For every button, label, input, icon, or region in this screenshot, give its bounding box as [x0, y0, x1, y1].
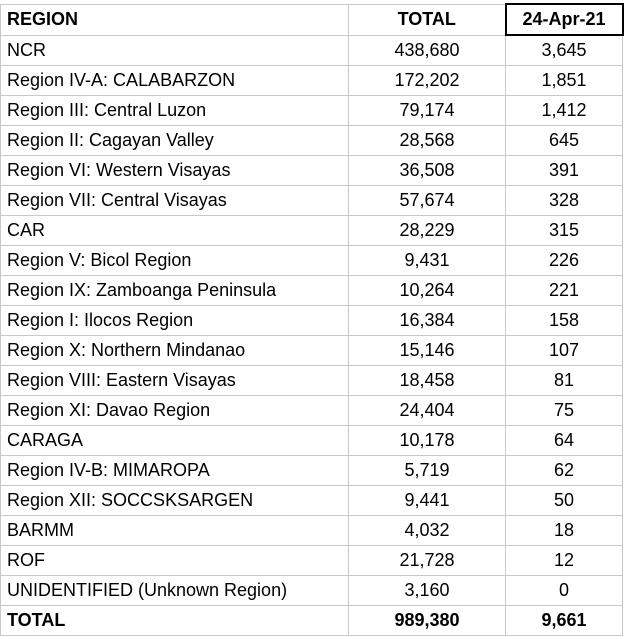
table-row: UNIDENTIFIED (Unknown Region) 3,160 0: [0, 575, 623, 606]
number-cell: 107: [505, 335, 623, 366]
table-row: Region V: Bicol Region 9,431 226: [0, 245, 623, 276]
region-cell: Region IV-B: MIMAROPA: [0, 455, 349, 486]
region-cell: CARAGA: [0, 425, 349, 456]
number-cell: 15,146: [348, 335, 506, 366]
number-cell: 9,661: [505, 605, 623, 636]
region-cell: ROF: [0, 545, 349, 576]
number-cell: 645: [505, 125, 623, 156]
number-cell: 81: [505, 365, 623, 396]
table-body: REGION TOTAL 24-Apr-21 NCR 438,680 3,645 Regio…: [0, 3, 624, 636]
number-cell: 1,412: [505, 95, 623, 126]
region-cell: Region XI: Davao Region: [0, 395, 349, 426]
page: REGION TOTAL 24-Apr-21 NCR 438,680 3,645 Regio…: [0, 3, 624, 639]
table-row: BARMM 4,032 18: [0, 515, 623, 546]
number-cell: 64: [505, 425, 623, 456]
region-cell: Region XII: SOCCSKSARGEN: [0, 485, 349, 516]
table-row: CAR 28,229 315: [0, 215, 623, 246]
region-cell: Region VIII: Eastern Visayas: [0, 365, 349, 396]
region-cell: Region V: Bicol Region: [0, 245, 349, 276]
number-cell: 9,441: [348, 485, 506, 516]
region-cell: BARMM: [0, 515, 349, 546]
number-cell: 57,674: [348, 185, 506, 216]
table-row: ROF 21,728 12: [0, 545, 623, 576]
number-cell: 18: [505, 515, 623, 546]
number-cell: 36,508: [348, 155, 506, 186]
region-cell: Region IV-A: CALABARZON: [0, 65, 349, 96]
number-cell: 16,384: [348, 305, 506, 336]
region-cell: Region III: Central Luzon: [0, 95, 349, 126]
number-cell: 4,032: [348, 515, 506, 546]
number-cell: 315: [505, 215, 623, 246]
table-row: Region IV-A: CALABARZON 172,202 1,851: [0, 65, 623, 96]
number-cell: 328: [505, 185, 623, 216]
number-cell: 221: [505, 275, 623, 306]
number-cell: 50: [505, 485, 623, 516]
number-cell: 10,178: [348, 425, 506, 456]
table-row: Region VII: Central Visayas 57,674 328: [0, 185, 623, 216]
region-cell: Region I: Ilocos Region: [0, 305, 349, 336]
region-cell: Region X: Northern Mindanao: [0, 335, 349, 366]
number-cell: 21,728: [348, 545, 506, 576]
number-cell: 62: [505, 455, 623, 486]
number-cell: 28,229: [348, 215, 506, 246]
header-row: REGION TOTAL 24-Apr-21: [0, 3, 624, 36]
number-cell: 226: [505, 245, 623, 276]
number-cell: 438,680: [348, 34, 506, 66]
number-cell: 24,404: [348, 395, 506, 426]
table-row: NCR 438,680 3,645: [0, 34, 623, 66]
region-cell: Region II: Cagayan Valley: [0, 125, 349, 156]
region-cell: CAR: [0, 215, 349, 246]
number-cell: 0: [505, 575, 623, 606]
number-cell: TOTAL: [348, 3, 506, 36]
table-row: Region III: Central Luzon 79,174 1,412: [0, 95, 623, 126]
number-cell: 75: [505, 395, 623, 426]
number-cell: 28,568: [348, 125, 506, 156]
table-row: Region II: Cagayan Valley 28,568 645: [0, 125, 623, 156]
region-cell: Region VI: Western Visayas: [0, 155, 349, 186]
region-cell: Region IX: Zamboanga Peninsula: [0, 275, 349, 306]
table-row: Region I: Ilocos Region 16,384 158: [0, 305, 623, 336]
number-cell: 12: [505, 545, 623, 576]
number-cell: 1,851: [505, 65, 623, 96]
number-cell: 18,458: [348, 365, 506, 396]
table-row: Region IX: Zamboanga Peninsula 10,264 221: [0, 275, 623, 306]
region-cell: Region VII: Central Visayas: [0, 185, 349, 216]
number-cell: 5,719: [348, 455, 506, 486]
number-cell: 3,160: [348, 575, 506, 606]
total-row: TOTAL 989,380 9,661: [0, 605, 623, 636]
table-row: Region VIII: Eastern Visayas 18,458 81: [0, 365, 623, 396]
data-table: REGION TOTAL 24-Apr-21 NCR 438,680 3,645 Regio…: [0, 3, 624, 636]
table-row: Region XII: SOCCSKSARGEN 9,441 50: [0, 485, 623, 516]
region-cell: UNIDENTIFIED (Unknown Region): [0, 575, 349, 606]
region-cell: TOTAL: [0, 605, 349, 636]
number-cell: 10,264: [348, 275, 506, 306]
table-row: Region XI: Davao Region 24,404 75: [0, 395, 623, 426]
number-cell: 989,380: [348, 605, 506, 636]
table-row: Region IV-B: MIMAROPA 5,719 62: [0, 455, 623, 486]
table-row: CARAGA 10,178 64: [0, 425, 623, 456]
number-cell: 79,174: [348, 95, 506, 126]
number-cell: 24-Apr-21: [504, 3, 624, 36]
number-cell: 172,202: [348, 65, 506, 96]
region-cell: REGION: [0, 3, 349, 36]
region-cell: NCR: [0, 34, 349, 66]
number-cell: 391: [505, 155, 623, 186]
table-row: Region X: Northern Mindanao 15,146 107: [0, 335, 623, 366]
table-row: Region VI: Western Visayas 36,508 391: [0, 155, 623, 186]
number-cell: 158: [505, 305, 623, 336]
number-cell: 9,431: [348, 245, 506, 276]
number-cell: 3,645: [505, 34, 623, 66]
